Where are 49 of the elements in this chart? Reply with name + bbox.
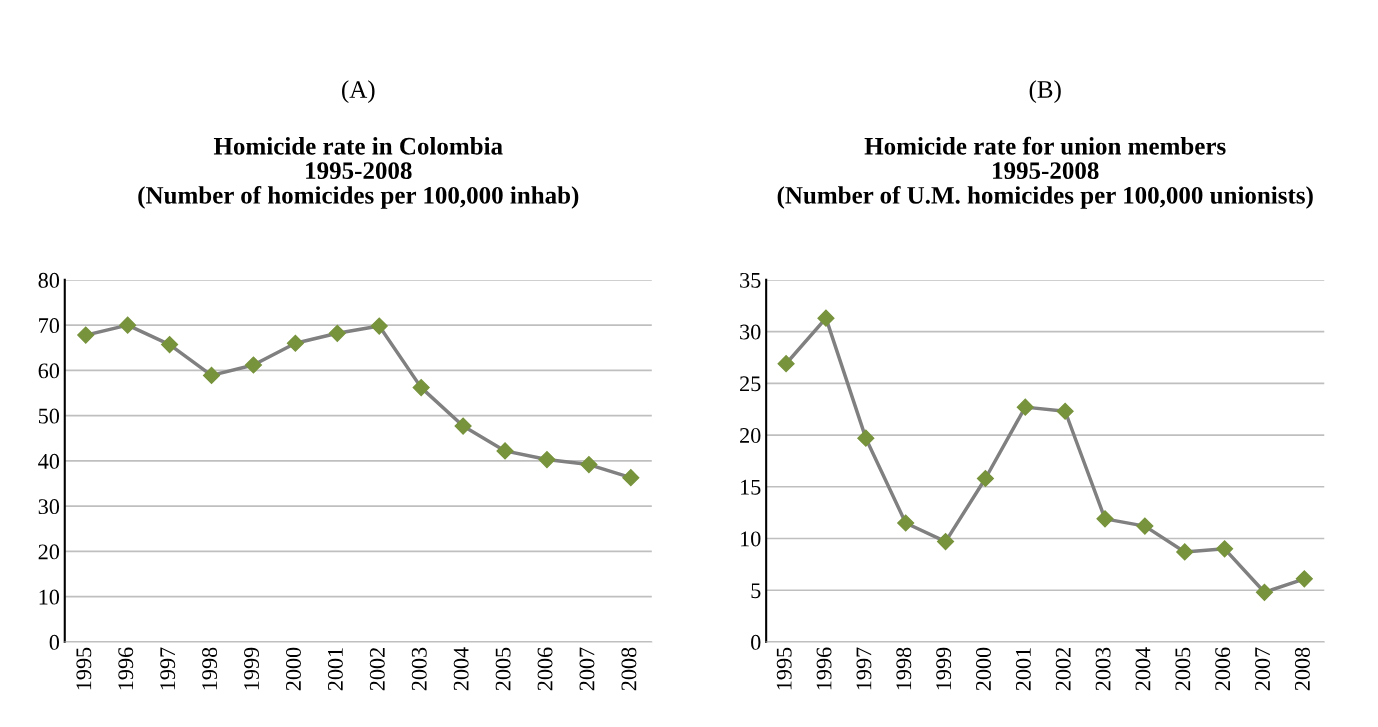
x-tick-label: 2007: [579, 647, 595, 691]
x-tick-label: 1996: [816, 647, 832, 690]
x-tick-label: 2008: [1294, 647, 1310, 691]
y-tick-label: 0: [49, 634, 60, 650]
text: (B): [1029, 80, 1061, 103]
x-tick-label: 2002: [1055, 648, 1071, 691]
y-tick-label: 80: [38, 272, 60, 288]
x-tick-label: 1998: [202, 647, 218, 690]
y-tick-label: 50: [38, 408, 60, 424]
x-tick-label: 1999: [936, 647, 952, 690]
x-tick-label: 2001: [327, 648, 343, 691]
x-tick-label: 2000: [285, 647, 301, 691]
x-tick-label: 2004: [1135, 647, 1151, 691]
y-tick-label: 15: [741, 479, 761, 495]
y-tick-label: 60: [38, 363, 60, 379]
y-tick-label: 40: [38, 453, 60, 469]
x-tick-label: 2004: [453, 647, 469, 691]
x-tick-label: 2005: [495, 647, 511, 691]
y-tick-label: 30: [740, 324, 761, 340]
chart-title: Homicide rate for union members 1995-2008 (Number of U.M. homicides per 100,000 unionists): [777, 136, 1313, 209]
x-tick-label: 2002: [369, 648, 385, 691]
y-tick-label: 0: [751, 634, 761, 650]
y-tick-label: 5: [751, 583, 761, 599]
y-tick-label: 20: [38, 544, 60, 560]
x-tick-label: 1998: [896, 647, 912, 690]
x-tick-label: 2003: [1095, 647, 1111, 691]
x-tick-label: 2007: [1255, 647, 1271, 691]
y-tick-label: 70: [39, 318, 60, 334]
x-tick-label: 2006: [1215, 647, 1231, 691]
x-tick-label: 2006: [537, 647, 553, 691]
y-tick-label: 25: [740, 376, 761, 392]
x-tick-label: 1995: [776, 647, 792, 690]
y-tick-label: 35: [740, 272, 761, 288]
y-tick-label: 30: [38, 499, 60, 515]
x-tick-label: 2000: [975, 647, 991, 691]
x-tick-label: 2008: [621, 647, 637, 691]
y-tick-label: 10: [39, 589, 60, 605]
y-tick-label: 10: [741, 531, 761, 547]
text: (A): [342, 80, 375, 103]
chart-title: Homicide rate in Colombia 1995-2008 (Number of homicides per 100,000 inhab): [138, 137, 579, 209]
x-tick-label: 1996: [118, 647, 134, 690]
y-tick-label: 20: [740, 427, 761, 443]
x-tick-label: 2001: [1015, 648, 1031, 691]
x-tick-label: 2003: [411, 647, 427, 691]
x-tick-label: 1999: [244, 647, 260, 690]
x-tick-label: 2005: [1175, 647, 1191, 691]
x-tick-label: 1997: [856, 647, 872, 690]
x-tick-label: 1995: [76, 647, 92, 690]
x-tick-label: 1997: [160, 647, 176, 690]
